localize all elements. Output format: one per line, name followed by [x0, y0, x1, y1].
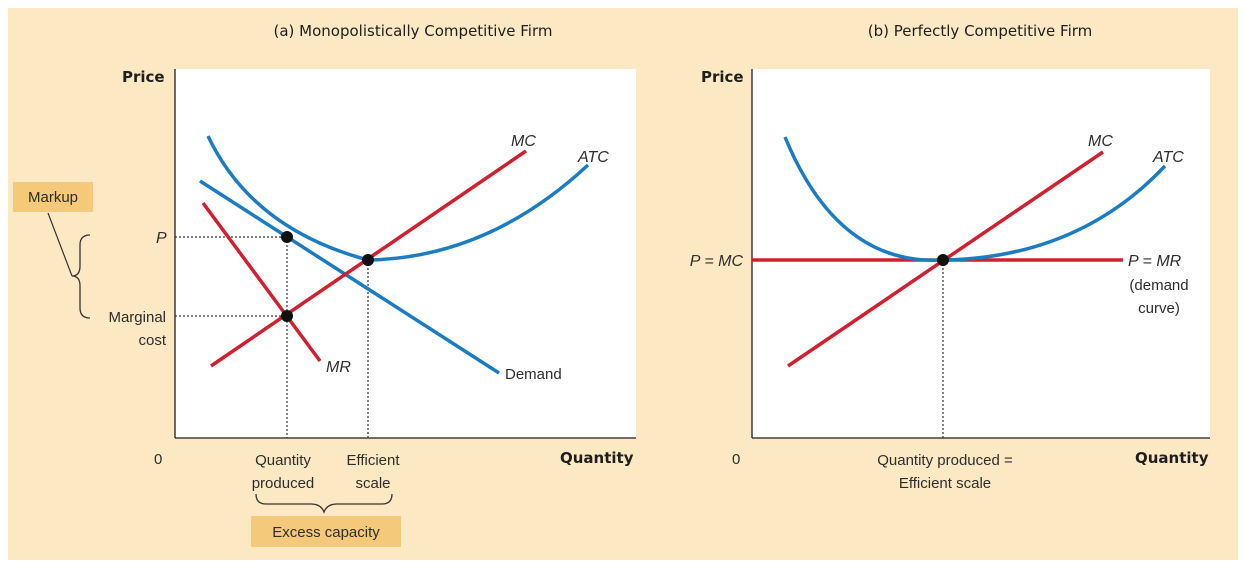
panel-a-mr-curve [201, 201, 322, 363]
markup-label: Markup [28, 189, 78, 206]
panel-b-y-axis-title: Price [701, 68, 744, 86]
panel-b-demand-curve-label-line1: (demand [1129, 277, 1188, 294]
diagram: (a) Monopolistically Competitive Firm Pr… [13, 22, 1210, 547]
panel-b-equilibrium-point [937, 254, 949, 266]
panel-a-efficient-scale-label-line2: scale [355, 475, 390, 492]
panel-b-origin-label: 0 [732, 451, 740, 468]
panel-a-efficient-scale-label-line1: Efficient [346, 452, 400, 469]
panel-b-title: (b) Perfectly Competitive Firm [868, 22, 1093, 40]
panel-a-p-label: P [156, 230, 167, 247]
markup-label-box [13, 182, 93, 212]
panel-a: (a) Monopolistically Competitive Firm Pr… [13, 22, 636, 547]
panel-a-title: (a) Monopolistically Competitive Firm [274, 22, 553, 40]
panel-a-x-axis-title: Quantity [560, 449, 634, 467]
panel-b-x-axis-title: Quantity [1135, 449, 1209, 467]
panel-a-mr-label: MR [326, 359, 351, 376]
markup-brace [71, 234, 91, 319]
excess-capacity-label: Excess capacity [272, 524, 380, 541]
panel-b-p-mc-label: P = MC [690, 253, 744, 270]
panel-b: (b) Perfectly Competitive Firm Price Qua… [690, 22, 1210, 492]
panel-a-y-axis-title: Price [122, 68, 165, 86]
panel-a-demand-label: Demand [505, 366, 562, 383]
panel-b-demand-curve-label-line2: curve) [1138, 300, 1180, 317]
panel-b-atc-label: ATC [1152, 149, 1184, 166]
panel-a-marginal-cost-label-line1: Marginal [108, 309, 166, 326]
panel-b-mc-label: MC [1088, 133, 1113, 150]
panel-a-mc-label: MC [511, 133, 536, 150]
markup-pointer-line [47, 212, 73, 277]
panel-a-qty-produced-label-line2: produced [252, 475, 315, 492]
panel-a-price-point [281, 231, 293, 243]
excess-capacity-box [251, 516, 401, 547]
panel-a-origin-label: 0 [154, 451, 162, 468]
excess-capacity-brace [255, 493, 393, 514]
panel-b-qty-label-line1: Quantity produced = [877, 452, 1013, 469]
figure: (a) Monopolistically Competitive Firm Pr… [8, 8, 1238, 560]
panel-a-atc-label: ATC [577, 149, 609, 166]
panel-b-plot-area [752, 69, 1210, 438]
panel-a-efficient-point [362, 254, 374, 266]
panel-a-plot-area [175, 69, 636, 438]
panel-a-qty-produced-label-line1: Quantity [255, 452, 311, 469]
panel-b-qty-label-line2: Efficient scale [899, 475, 991, 492]
panel-a-marginal-cost-label-line2: cost [138, 332, 166, 349]
panel-a-mc-mr-point [281, 310, 293, 322]
panel-a-demand-curve [199, 179, 500, 375]
panel-b-p-mr-label: P = MR [1128, 253, 1182, 270]
